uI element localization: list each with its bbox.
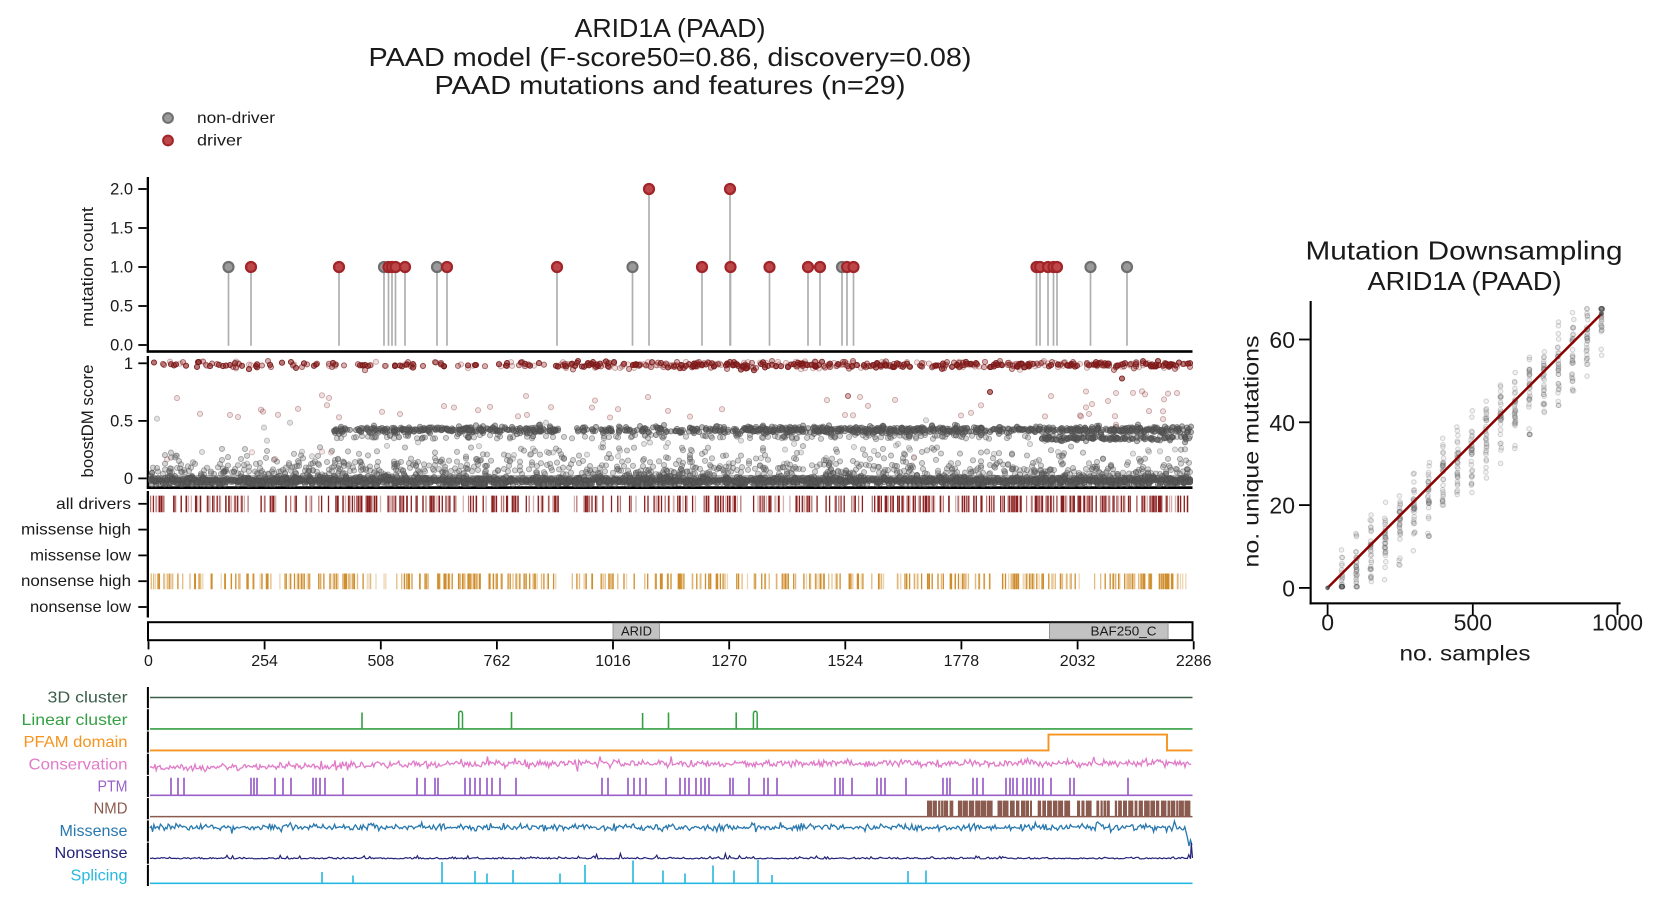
svg-text:500: 500 [1454,610,1492,636]
svg-text:Nonsense: Nonsense [55,845,128,862]
svg-text:0: 0 [124,470,133,488]
svg-text:driver: driver [197,133,243,150]
svg-text:1778: 1778 [944,653,980,670]
svg-text:0.5: 0.5 [110,298,133,316]
svg-text:PAAD model (F-score50=0.86, di: PAAD model (F-score50=0.86, discovery=0.… [369,42,972,72]
svg-text:non-driver: non-driver [197,110,276,127]
svg-text:2.0: 2.0 [110,181,133,199]
svg-text:1.0: 1.0 [110,259,133,277]
svg-text:no. samples: no. samples [1400,643,1531,666]
svg-text:no. unique mutations: no. unique mutations [1241,336,1264,568]
svg-text:boostDM score: boostDM score [79,365,97,478]
svg-text:PTM: PTM [98,779,128,796]
svg-text:PAAD mutations and features (n: PAAD mutations and features (n=29) [435,70,906,100]
svg-text:Missense: Missense [60,823,128,840]
svg-text:0: 0 [1321,610,1334,636]
svg-text:3D cluster: 3D cluster [48,690,129,707]
svg-text:254: 254 [251,653,278,670]
svg-text:508: 508 [367,653,394,670]
svg-text:1270: 1270 [711,653,747,670]
svg-text:1.5: 1.5 [110,220,133,238]
svg-text:BAF250_C: BAF250_C [1091,625,1157,639]
svg-text:1000: 1000 [1592,610,1643,636]
svg-text:nonsense low: nonsense low [30,599,131,616]
svg-text:60: 60 [1269,327,1295,353]
svg-text:1016: 1016 [595,653,631,670]
svg-text:Conservation: Conservation [29,756,128,773]
svg-text:0: 0 [1282,575,1295,601]
svg-text:0: 0 [144,653,153,670]
svg-text:Splicing: Splicing [71,867,128,884]
svg-text:20: 20 [1269,493,1295,519]
svg-text:ARID1A (PAAD): ARID1A (PAAD) [1368,266,1562,296]
svg-text:mutation count: mutation count [79,207,97,327]
svg-text:762: 762 [484,653,511,670]
svg-text:ARID1A (PAAD): ARID1A (PAAD) [575,13,766,43]
svg-text:0.5: 0.5 [110,412,133,430]
svg-text:40: 40 [1269,410,1295,436]
svg-text:missense high: missense high [21,522,131,539]
svg-text:0.0: 0.0 [110,337,133,355]
svg-text:1: 1 [124,355,133,373]
svg-text:missense low: missense low [30,547,131,564]
svg-text:Mutation Downsampling: Mutation Downsampling [1306,236,1623,266]
svg-text:NMD: NMD [94,801,128,818]
svg-text:all drivers: all drivers [56,496,131,513]
svg-text:nonsense high: nonsense high [21,573,131,590]
svg-text:Linear cluster: Linear cluster [22,712,129,729]
svg-text:1524: 1524 [828,653,864,670]
svg-text:2032: 2032 [1060,653,1096,670]
svg-text:2286: 2286 [1176,653,1212,670]
svg-text:ARID: ARID [621,625,652,639]
svg-text:PFAM domain: PFAM domain [24,734,128,751]
